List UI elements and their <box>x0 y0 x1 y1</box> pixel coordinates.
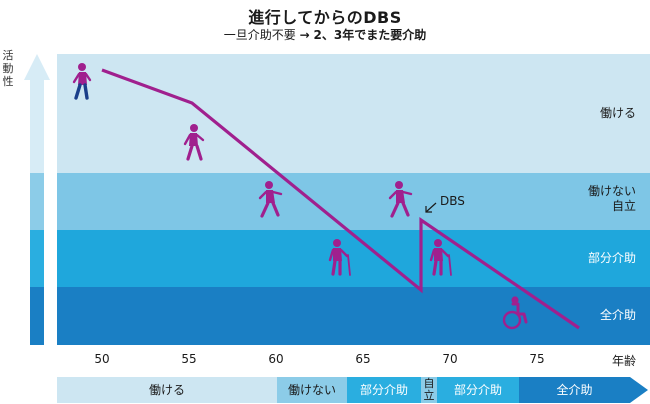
band-label-full-care: 全介助 <box>600 308 636 323</box>
walking-person-icon <box>72 63 92 100</box>
stage-label: 全介助 <box>556 383 593 397</box>
band-label-line: 働ける <box>599 106 636 120</box>
dbs-annotation: DBS <box>440 194 465 208</box>
diagram-title: 進行してからのDBS <box>248 8 402 27</box>
axis-char: 動 <box>2 62 14 75</box>
stage-label: 働ける <box>148 383 185 397</box>
stage-segment <box>57 377 277 403</box>
axis-char: 活 <box>2 49 14 62</box>
activity-axis-label: 活 動 性 <box>1 49 15 88</box>
activity-arrow <box>24 54 50 345</box>
band-independent <box>57 173 650 230</box>
band-label-line: 働けない <box>587 184 636 198</box>
stumbling-person-icon <box>388 181 413 218</box>
stage-label: 部分介助 <box>359 383 408 397</box>
activity-arrow-shaft-1 <box>30 80 44 173</box>
x-tick: 65 <box>355 352 371 366</box>
subtitle-pre: 一旦介助不要 <box>223 28 296 42</box>
walking-person-icon <box>183 124 205 161</box>
progression-line <box>101 68 580 330</box>
band-label-working: 働ける <box>600 106 636 121</box>
stage-label: 自立 <box>423 377 435 402</box>
x-tick: 55 <box>181 352 197 366</box>
band-label-line: 自立 <box>611 199 636 213</box>
subtitle-arrow: → <box>299 28 310 42</box>
x-tick: 75 <box>529 352 545 366</box>
stage-arrow-head <box>519 377 648 403</box>
activity-arrow-shaft-3 <box>30 230 44 287</box>
band-working <box>57 54 650 173</box>
activity-arrow-shaft-2 <box>30 173 44 230</box>
band-full-care <box>57 287 650 345</box>
band-label-partial-care: 部分介助 <box>588 251 636 266</box>
stage-label: 部分介助 <box>453 383 502 397</box>
x-tick: 60 <box>268 352 284 366</box>
dbs-pointer-icon <box>425 202 437 213</box>
x-tick: 50 <box>94 352 110 366</box>
stage-segment <box>347 377 421 403</box>
stage-label: 働けない <box>287 383 336 397</box>
stage-segment <box>437 377 519 403</box>
stumbling-person-icon <box>258 181 283 218</box>
wheelchair-icon <box>502 296 528 330</box>
x-axis-unit: 年齢 <box>611 354 636 368</box>
person-with-cane-icon <box>328 239 351 276</box>
person-with-cane-icon <box>429 239 452 276</box>
band-label-independent: 働けない 自立 <box>588 184 636 214</box>
axis-char: 性 <box>2 75 14 88</box>
activity-arrow-head <box>24 54 50 80</box>
activity-arrow-shaft-4 <box>30 287 44 345</box>
band-partial-care <box>57 230 650 287</box>
stage-segment <box>277 377 347 403</box>
diagram-subtitle: 一旦介助不要 → 2、3年でまた要介助 <box>0 26 650 43</box>
subtitle-post: 2、3年でまた要介助 <box>313 28 427 42</box>
x-tick: 70 <box>442 352 458 366</box>
band-label-line: 部分介助 <box>587 251 636 265</box>
band-label-line: 全介助 <box>599 308 636 322</box>
stage-segment <box>421 377 437 403</box>
